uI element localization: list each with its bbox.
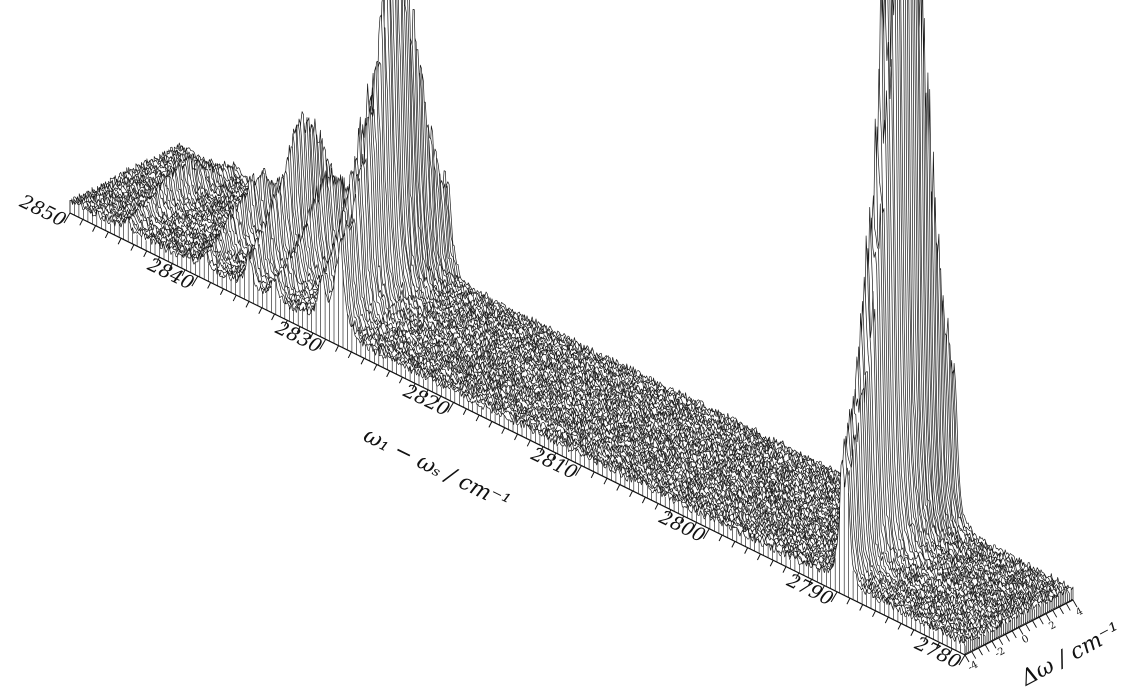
x-minor-tick: [117, 238, 122, 245]
x-minor-tick: [667, 509, 672, 516]
x-minor-tick: [539, 446, 544, 453]
x-minor-tick: [846, 597, 851, 605]
dw-tick: [991, 641, 997, 649]
delta-omega-axis: -4 -2 0 2 4: [964, 599, 1085, 674]
front-hatching: [69, 200, 966, 655]
x-major-tick: [447, 402, 455, 413]
x-minor-tick: [680, 515, 685, 523]
x-minor-tick: [629, 490, 634, 498]
dw-tick: [1011, 630, 1017, 639]
x-minor-tick: [782, 566, 787, 573]
x-minor-tick: [462, 408, 467, 415]
x-minor-tick: [565, 459, 570, 466]
x-minor-tick: [92, 225, 97, 232]
x-minor-tick: [859, 604, 864, 611]
x-minor-tick: [910, 629, 915, 636]
x-minor-tick: [79, 219, 84, 226]
dw-tick: [1045, 613, 1051, 621]
x-minor-tick: [258, 307, 263, 314]
x-minor-tick: [347, 351, 352, 359]
dw-tick: [984, 644, 990, 652]
x-minor-tick: [641, 496, 646, 504]
x-minor-tick: [309, 332, 314, 340]
x-minor-tick: [935, 642, 940, 649]
x-minor-tick: [219, 288, 224, 295]
x-minor-tick: [514, 433, 518, 441]
x-minor-tick: [335, 345, 339, 352]
x-minor-tick: [437, 395, 442, 403]
x-minor-tick: [386, 370, 391, 378]
x-minor-tick: [207, 282, 212, 289]
x-major-tick: [574, 465, 582, 476]
x-minor-tick: [693, 522, 697, 529]
dw-tick-label: 0: [1020, 633, 1031, 646]
x-minor-tick: [872, 610, 876, 618]
x-minor-tick: [718, 534, 723, 542]
x-minor-tick: [731, 541, 736, 548]
dw-tick-label: 2: [1047, 620, 1058, 633]
dw-tick: [1025, 623, 1031, 632]
x-minor-tick: [820, 585, 825, 592]
x-minor-tick: [373, 364, 378, 371]
x-minor-tick: [744, 547, 749, 554]
x-minor-tick: [398, 376, 403, 384]
x-major-tick: [830, 591, 838, 603]
x-minor-tick: [552, 452, 557, 460]
x-minor-tick: [501, 427, 506, 434]
x-major-tick: [958, 654, 966, 666]
x-minor-tick: [526, 440, 531, 447]
x-major-tick: [191, 275, 199, 287]
dw-tick: [1038, 616, 1044, 625]
x-minor-tick: [296, 326, 301, 333]
surface-traces: [69, 0, 1074, 656]
dw-tick: [1032, 620, 1037, 628]
x-minor-tick: [769, 560, 774, 567]
x-minor-tick: [156, 256, 160, 264]
dw-tick: [964, 654, 970, 663]
x-minor-tick: [424, 389, 429, 397]
x-minor-tick: [897, 623, 902, 630]
x-major-tick: [702, 528, 710, 539]
x-minor-tick: [948, 648, 953, 655]
x-minor-tick: [104, 231, 109, 239]
dw-tick-label: -2: [993, 646, 1007, 660]
x-minor-tick: [232, 294, 237, 302]
x-minor-tick: [245, 301, 250, 308]
x-minor-tick: [283, 320, 288, 327]
x-major-tick: [319, 339, 327, 350]
dw-tick-label: 4: [1074, 606, 1085, 619]
dw-tick: [1059, 606, 1064, 615]
x-minor-tick: [603, 477, 608, 485]
x-minor-tick: [488, 421, 493, 428]
dw-tick: [1072, 599, 1078, 608]
x-minor-tick: [923, 635, 928, 643]
dw-tick: [998, 637, 1004, 646]
x-minor-tick: [795, 572, 800, 580]
x-minor-tick: [475, 414, 480, 422]
x-minor-tick: [411, 383, 416, 390]
dw-tick: [1065, 603, 1071, 611]
x-minor-tick: [590, 471, 595, 479]
x-minor-tick: [884, 616, 889, 624]
x-minor-tick: [181, 269, 186, 277]
x-minor-tick: [143, 250, 148, 258]
dw-tick: [1005, 634, 1010, 642]
x-minor-tick: [130, 244, 135, 251]
dw-tick: [978, 647, 983, 656]
x-minor-tick: [808, 579, 813, 586]
dw-tick: [1052, 610, 1058, 618]
x-minor-tick: [616, 484, 621, 491]
dw-tick: [971, 651, 977, 659]
x-minor-tick: [168, 263, 173, 270]
x-major-tick: [63, 212, 71, 224]
dw-tick: [1018, 627, 1024, 635]
dw-tick-label: -4: [966, 659, 980, 673]
x-minor-tick: [756, 553, 761, 561]
x-minor-tick: [654, 503, 659, 510]
x-minor-tick: [271, 313, 276, 321]
x-minor-tick: [360, 358, 365, 365]
